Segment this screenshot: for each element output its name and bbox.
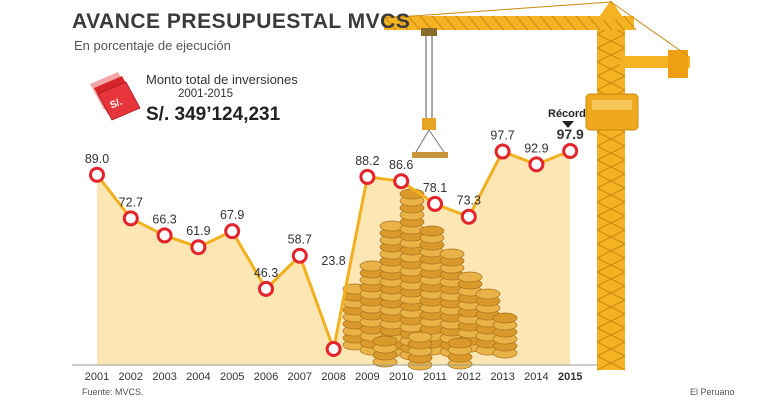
chart-subtitle: En porcentaje de ejecución (74, 38, 231, 53)
money-icon-text: S/. (108, 97, 124, 112)
data-label: 89.0 (85, 152, 109, 166)
data-label: 23.8 (321, 254, 345, 268)
x-tick-label: 2010 (389, 371, 413, 383)
data-point-marker (562, 143, 579, 159)
data-label: 46.3 (254, 266, 278, 280)
crane-counterweight (668, 50, 688, 78)
x-tick-label: 2014 (524, 371, 548, 383)
data-label: 97.7 (490, 129, 514, 143)
investment-label: Monto total de inversiones (146, 72, 298, 87)
x-tick-label: 2011 (423, 371, 447, 383)
x-tick-label: 2005 (220, 371, 244, 383)
data-label: 58.7 (288, 233, 312, 247)
x-tick-label: 2012 (457, 371, 481, 383)
x-tick-label: 2002 (119, 371, 143, 383)
x-tick-labels: 2001 2002 2003 2004 2005 2006 2007 2008 2009 2010… (85, 371, 583, 383)
data-point-marker (291, 247, 308, 264)
x-tick-label: 2013 (490, 371, 514, 383)
data-label: 86.6 (389, 158, 413, 172)
tower-crane-illustration (383, 0, 690, 371)
x-tick-label: 2009 (355, 371, 379, 383)
crane-trolley (421, 28, 437, 36)
data-label: 73.3 (457, 194, 481, 208)
coin (419, 225, 445, 237)
data-label: 67.9 (220, 208, 244, 222)
coin (457, 271, 483, 283)
record-label: Récord (548, 108, 586, 120)
data-label: 88.2 (355, 154, 379, 168)
data-markers (89, 143, 579, 357)
data-label: 97.9 (557, 126, 584, 142)
data-point-marker (427, 195, 443, 212)
crane-pallet (412, 152, 448, 158)
investment-period: 2001-2015 (178, 88, 233, 100)
data-point-marker (122, 210, 139, 227)
data-labels: 89.0 72.7 66.3 61.9 67.9 46.3 58.7 23.8 88.2 86.6… (85, 126, 584, 280)
source-note: Fuente: MVCS. (82, 387, 144, 397)
coin (372, 335, 398, 347)
data-point-marker (494, 143, 511, 160)
data-label: 78.1 (423, 181, 447, 195)
investment-amount: S/. 349’124,231 (146, 104, 281, 125)
x-tick-label: 2015 (558, 371, 582, 383)
data-point-marker (224, 223, 241, 240)
crane-jib-lattice (383, 15, 637, 31)
x-tick-label: 2001 (85, 371, 109, 383)
coin (439, 248, 465, 260)
data-point-marker (460, 208, 477, 225)
x-tick-label: 2007 (288, 371, 312, 383)
crane-hook-block (422, 118, 436, 130)
data-point-marker (359, 168, 376, 185)
money-bag-icon: S/. (90, 72, 141, 121)
x-tick-label: 2008 (321, 371, 345, 383)
data-point-marker (528, 156, 545, 173)
data-point-marker (325, 341, 342, 357)
data-point-marker (393, 173, 410, 190)
x-tick-label: 2004 (186, 371, 210, 383)
coin (492, 312, 518, 324)
data-point-marker (190, 239, 207, 256)
crane-cabin (585, 93, 639, 131)
coin-stacks-illustration (342, 188, 518, 371)
coin (407, 331, 433, 343)
data-point-marker (258, 280, 274, 297)
coin (447, 337, 473, 349)
record-arrow-icon (562, 121, 574, 128)
x-tick-label: 2006 (254, 371, 278, 383)
coin (475, 288, 501, 300)
publisher-credit: El Peruano (690, 387, 735, 397)
data-point-marker (156, 227, 173, 244)
data-label: 61.9 (186, 224, 210, 238)
x-tick-label: 2003 (152, 371, 176, 383)
data-label: 66.3 (152, 212, 176, 226)
data-label: 72.7 (119, 195, 143, 209)
data-label: 92.9 (524, 141, 548, 155)
data-point-marker (89, 166, 105, 183)
chart-title: AVANCE PRESUPUESTAL MVCS (72, 10, 411, 33)
